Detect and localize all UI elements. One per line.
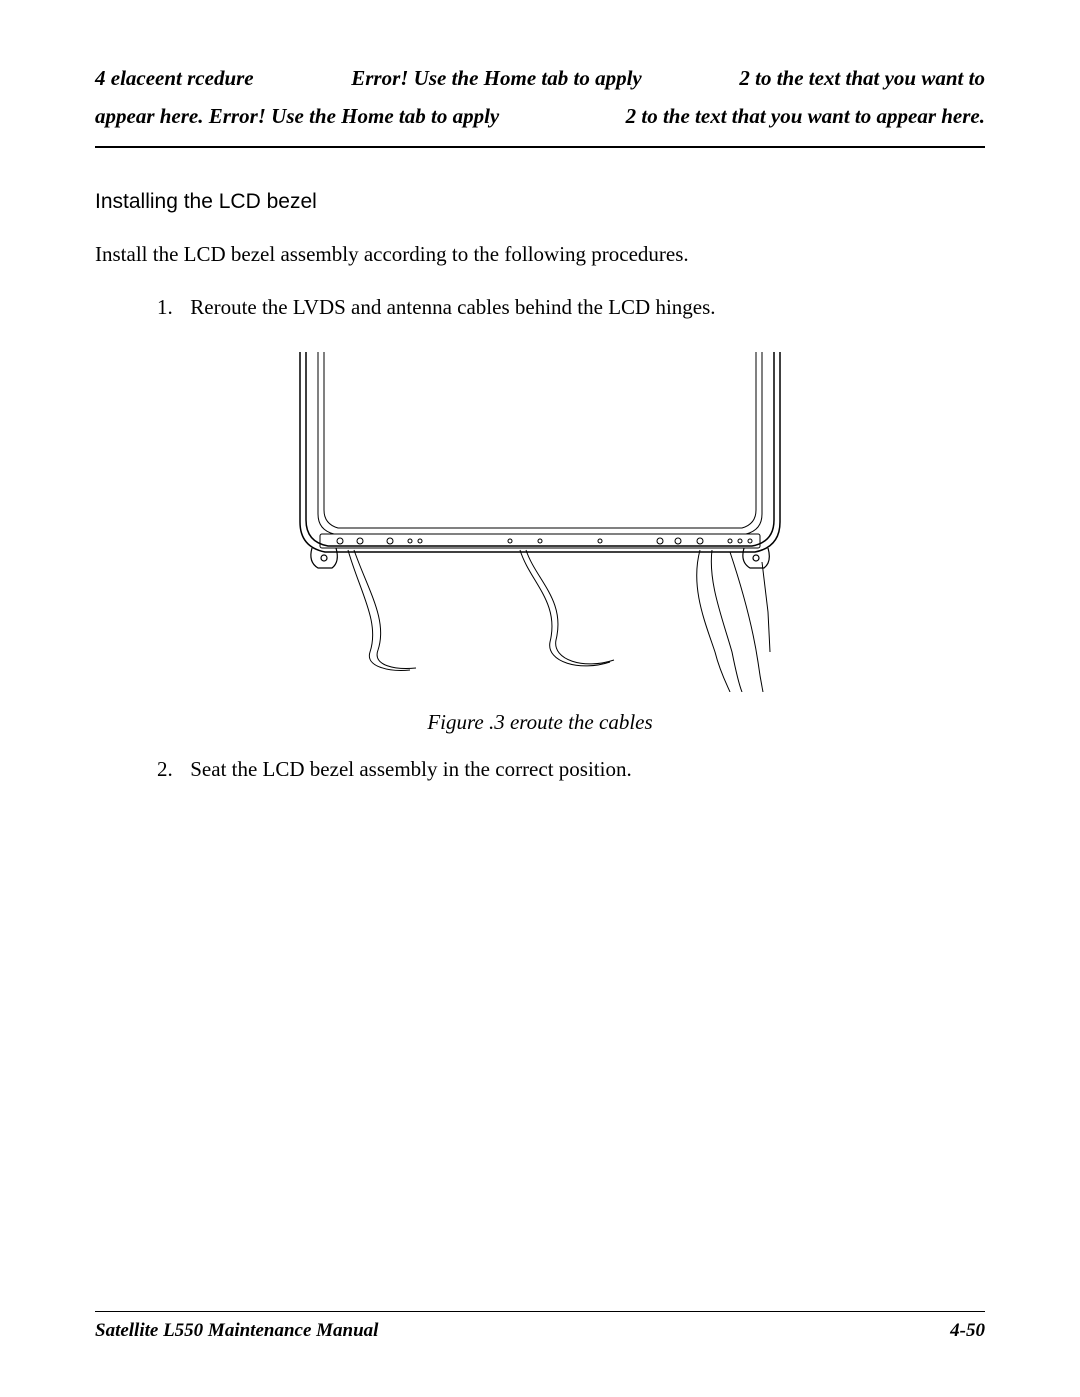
step-1-number: 1.: [157, 295, 185, 320]
step-2-number: 2.: [157, 757, 185, 782]
header-seg-2: Error! Use the Home tab to apply: [351, 60, 642, 98]
step-2: 2. Seat the LCD bezel assembly in the co…: [145, 757, 985, 782]
section-title: Installing the LCD bezel: [95, 190, 985, 214]
header-seg-3: 2 to the text that you want to: [739, 60, 985, 98]
step-1-text: Reroute the LVDS and antenna cables behi…: [190, 295, 715, 319]
step-2-text: Seat the LCD bezel assembly in the corre…: [190, 757, 631, 781]
lcd-bezel-illustration: [260, 352, 820, 692]
header-seg-5: 2 to the text that you want to appear he…: [626, 98, 985, 136]
intro-paragraph: Install the LCD bezel assembly according…: [95, 242, 985, 267]
footer-left: Satellite L550 Maintenance Manual: [95, 1320, 378, 1342]
header-line-1: 4 elaceent rcedure Error! Use the Home t…: [95, 60, 985, 98]
figure-caption: Figure .3 eroute the cables: [95, 710, 985, 735]
header-seg-1: 4 elaceent rcedure: [95, 60, 254, 98]
page-footer: Satellite L550 Maintenance Manual 4-50: [95, 1311, 985, 1342]
footer-right: 4-50: [950, 1320, 985, 1342]
page-header: 4 elaceent rcedure Error! Use the Home t…: [95, 60, 985, 148]
step-1: 1. Reroute the LVDS and antenna cables b…: [145, 295, 985, 320]
header-seg-4: appear here. Error! Use the Home tab to …: [95, 98, 499, 136]
page: 4 elaceent rcedure Error! Use the Home t…: [0, 0, 1080, 1397]
figure: [95, 352, 985, 692]
header-line-2: appear here. Error! Use the Home tab to …: [95, 98, 985, 136]
